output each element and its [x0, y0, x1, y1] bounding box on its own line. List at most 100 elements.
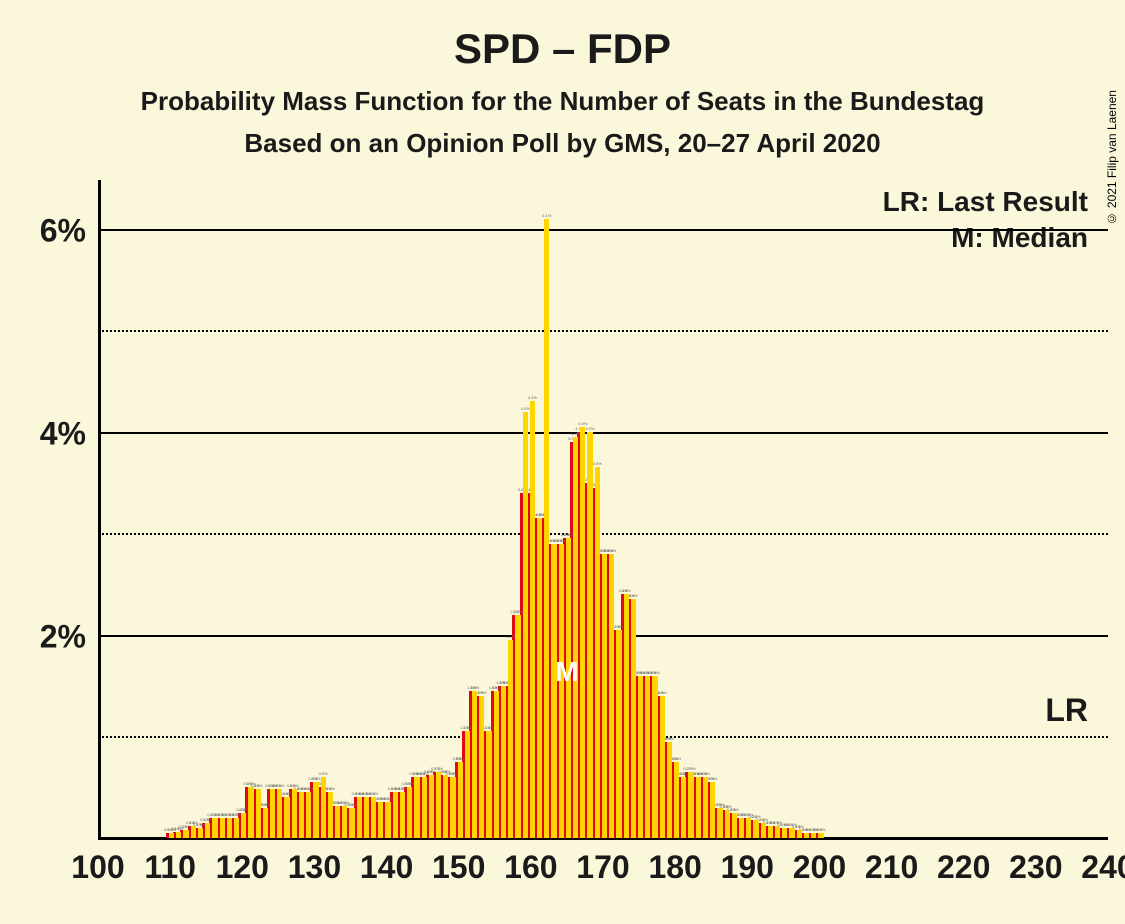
bar-value-label: 1.1%: [485, 725, 494, 730]
bar-series-b: [508, 640, 513, 838]
bar-series-b: [523, 412, 528, 838]
x-tick-label: 130: [288, 849, 341, 886]
bar-series-b: [364, 797, 369, 838]
bar-value-label: 0.4%: [398, 786, 407, 791]
bar-series-b: [292, 789, 297, 838]
bar-value-label: 0.5%: [254, 783, 263, 788]
bar-series-b: [313, 782, 318, 838]
bar-series-b: [580, 427, 585, 838]
bar-series-b: [191, 826, 196, 838]
bar-value-label: 0.5%: [311, 776, 320, 781]
bar-series-b: [306, 792, 311, 838]
bar-series-b: [739, 818, 744, 838]
bar-series-b: [443, 775, 448, 838]
bar-series-b: [284, 797, 289, 838]
bar-value-label: 0.5%: [708, 776, 717, 781]
bar-value-label: 0.3%: [261, 802, 270, 807]
bar-series-b: [775, 826, 780, 838]
last-result-marker: LR: [1045, 692, 1088, 729]
bar-value-label: 0.4%: [304, 786, 313, 791]
bar-series-b: [818, 833, 823, 838]
bar-series-b: [248, 787, 253, 838]
bar-series-b: [717, 808, 722, 838]
bar-series-b: [212, 818, 217, 838]
bar-series-b: [227, 818, 232, 838]
x-tick-label: 110: [144, 849, 196, 886]
bar-value-label: 0.5%: [405, 781, 414, 786]
bar-value-label: 4.3%: [528, 395, 537, 400]
bar-value-label: 0.2%: [232, 812, 241, 817]
bar-series-b: [256, 789, 261, 838]
bar-series-b: [357, 797, 362, 838]
gridline-minor: [98, 533, 1108, 535]
bar-series-b: [349, 808, 354, 838]
bar-value-label: 1.5%: [499, 680, 508, 685]
bar-value-label: 1.6%: [650, 670, 659, 675]
bar-value-label: 0.4%: [384, 796, 393, 801]
bar-value-label: 0.1%: [203, 817, 212, 822]
bar-series-b: [710, 782, 715, 838]
bar-value-label: 2.4%: [629, 593, 638, 598]
bar-value-label: 4.0%: [571, 431, 580, 436]
median-marker: M: [555, 656, 578, 688]
bar-series-b: [198, 828, 203, 838]
plot-area: LR: Last Result M: Median 2%4%6%10011012…: [98, 180, 1108, 840]
bar-value-label: 1.1%: [463, 725, 472, 730]
chart-container: SPD – FDP Probability Mass Function for …: [0, 0, 1125, 924]
bar-value-label: 4.2%: [521, 406, 530, 411]
bar-series-b: [263, 808, 268, 838]
bar-value-label: 0.9%: [665, 736, 674, 741]
bar-series-b: [378, 802, 383, 838]
gridline-major: [98, 229, 1108, 231]
bar-value-label: 0.1%: [816, 827, 825, 832]
bar-series-b: [631, 599, 636, 838]
bar-series-b: [472, 691, 477, 838]
x-tick-label: 190: [721, 849, 774, 886]
bar-series-b: [400, 792, 405, 838]
bar-value-label: 1.4%: [477, 690, 486, 695]
bar-series-b: [616, 630, 621, 838]
gridline-major: [98, 432, 1108, 434]
bar-value-label: 1.9%: [506, 634, 515, 639]
bar-series-b: [494, 691, 499, 838]
bar-series-b: [551, 544, 556, 838]
y-tick-label: 4%: [6, 415, 86, 452]
bar-series-b: [270, 789, 275, 838]
bar-value-label: 1.4%: [658, 690, 667, 695]
bar-series-b: [205, 823, 210, 838]
bar-series-b: [595, 467, 600, 838]
bar-series-b: [804, 833, 809, 838]
bar-series-b: [559, 544, 564, 838]
bar-series-b: [573, 437, 578, 838]
bar-series-b: [537, 518, 542, 838]
bar-series-b: [652, 676, 657, 838]
bar-value-label: 2.2%: [513, 609, 522, 614]
bar-series-b: [169, 833, 174, 838]
bar-value-label: 1.5%: [492, 685, 501, 690]
x-tick-label: 150: [432, 849, 485, 886]
bar-value-label: 0.1%: [196, 822, 205, 827]
bar-series-b: [515, 615, 520, 838]
x-tick-label: 210: [865, 849, 918, 886]
bar-series-b: [609, 554, 614, 838]
bar-series-b: [234, 818, 239, 838]
bar-series-b: [299, 792, 304, 838]
legend-median: M: Median: [951, 222, 1088, 254]
bar-series-b: [624, 594, 629, 838]
bar-value-label: 2.1%: [614, 624, 623, 629]
bar-value-label: 6.1%: [542, 213, 551, 218]
bar-series-b: [422, 777, 427, 838]
bar-series-b: [789, 828, 794, 838]
x-tick-label: 160: [504, 849, 557, 886]
bar-series-b: [393, 792, 398, 838]
x-tick-label: 140: [360, 849, 413, 886]
bar-value-label: 0.3%: [239, 807, 248, 812]
bar-value-label: 3.6%: [593, 461, 602, 466]
bar-series-b: [407, 787, 412, 838]
gridline-minor: [98, 330, 1108, 332]
bar-series-b: [486, 731, 491, 838]
x-tick-label: 120: [216, 849, 269, 886]
bar-series-b: [768, 826, 773, 838]
bar-series-b: [183, 830, 188, 838]
bar-value-label: 2.8%: [607, 548, 616, 553]
